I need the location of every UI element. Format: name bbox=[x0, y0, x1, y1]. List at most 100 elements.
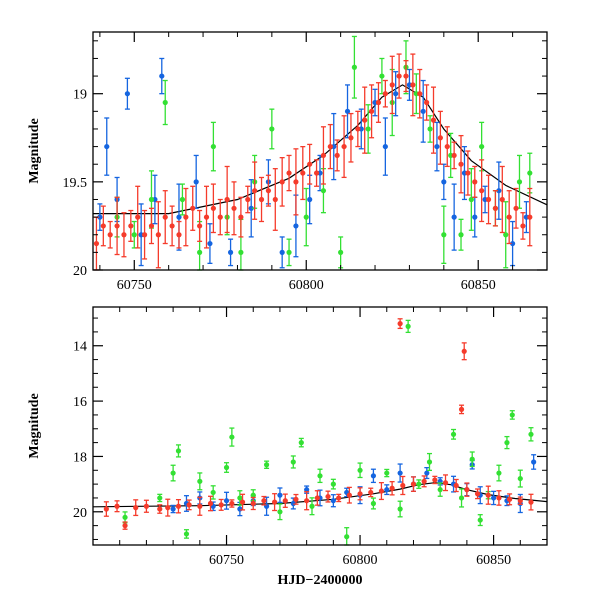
top-series-1-point bbox=[441, 205, 447, 264]
marker bbox=[527, 214, 533, 220]
marker bbox=[210, 489, 216, 496]
marker bbox=[309, 503, 315, 509]
top-series-2-point bbox=[300, 145, 306, 201]
marker bbox=[506, 214, 512, 220]
top-series-1-point bbox=[379, 57, 385, 95]
bottom-series-1-point bbox=[405, 319, 411, 334]
marker bbox=[224, 196, 230, 203]
marker bbox=[286, 170, 292, 176]
top-series-0-point bbox=[104, 117, 110, 176]
bottom-series-1-point bbox=[426, 452, 433, 472]
top-series-2-point bbox=[224, 165, 230, 234]
marker bbox=[382, 91, 388, 97]
marker bbox=[417, 91, 423, 97]
marker bbox=[169, 223, 175, 229]
bottom-series-2-point bbox=[122, 521, 128, 530]
marker bbox=[272, 499, 278, 505]
marker bbox=[362, 117, 368, 123]
marker bbox=[227, 249, 234, 255]
marker bbox=[424, 470, 430, 476]
bottom-series-2-point bbox=[397, 318, 403, 330]
top-series-0-point bbox=[420, 79, 426, 143]
top-series-2-point bbox=[396, 53, 402, 99]
marker bbox=[131, 232, 137, 238]
marker bbox=[245, 196, 251, 203]
top-series-0-point bbox=[248, 179, 254, 238]
bottom-series-2-point bbox=[474, 488, 481, 500]
top-panel: 60750 60800 60850 19 19.5 20 Magnitude bbox=[27, 31, 548, 293]
marker bbox=[341, 143, 347, 150]
top-series-2-point bbox=[362, 86, 368, 154]
bottom-series-2-point bbox=[421, 475, 427, 488]
marker bbox=[183, 531, 190, 537]
marker bbox=[238, 249, 244, 255]
bottom-series-2-point bbox=[378, 481, 385, 501]
bottom-series-1-point bbox=[397, 500, 403, 518]
marker bbox=[93, 240, 100, 247]
bottom-series-1-point bbox=[458, 488, 465, 508]
marker bbox=[293, 179, 299, 185]
top-series-2-point bbox=[135, 185, 141, 249]
marker bbox=[197, 503, 203, 509]
marker bbox=[355, 126, 361, 132]
marker bbox=[400, 482, 406, 489]
marker bbox=[344, 534, 350, 540]
bottom-series-1-point bbox=[183, 529, 190, 539]
marker bbox=[218, 502, 224, 508]
marker bbox=[104, 143, 110, 150]
marker bbox=[351, 64, 357, 70]
top-series-1-point bbox=[269, 108, 275, 150]
bottom-series-2-point bbox=[336, 493, 342, 503]
marker bbox=[442, 480, 449, 486]
marker bbox=[300, 170, 306, 176]
top-x-tick-label: 60850 bbox=[461, 278, 496, 293]
top-series-2-point bbox=[307, 143, 313, 185]
marker bbox=[290, 500, 296, 507]
top-y-tick-label: 20 bbox=[73, 264, 87, 279]
marker bbox=[148, 223, 155, 229]
top-series-2-point bbox=[162, 190, 168, 245]
marker bbox=[237, 506, 243, 512]
marker bbox=[496, 495, 502, 501]
bottom-series-2-point bbox=[272, 493, 278, 512]
bottom-series-2-point bbox=[133, 499, 139, 517]
marker bbox=[441, 232, 447, 238]
bottom-series-0-point bbox=[330, 494, 336, 508]
marker bbox=[357, 467, 363, 473]
marker bbox=[293, 223, 299, 229]
top-series-1-point bbox=[303, 187, 309, 247]
marker bbox=[133, 505, 139, 511]
marker bbox=[485, 492, 491, 498]
top-series-2-point bbox=[348, 112, 354, 163]
marker bbox=[513, 205, 519, 211]
top-x-tick-label: 60750 bbox=[117, 278, 152, 293]
top-series-2-point bbox=[169, 205, 175, 247]
marker bbox=[458, 232, 464, 238]
marker bbox=[382, 143, 388, 150]
marker bbox=[330, 481, 336, 487]
top-model-curve bbox=[93, 84, 548, 215]
bottom-series-1-point bbox=[477, 514, 483, 527]
bottom-series-2-point bbox=[103, 501, 109, 517]
marker bbox=[100, 223, 106, 229]
top-series-2-point bbox=[485, 174, 492, 225]
bottom-series-1-point bbox=[175, 444, 182, 458]
bottom-series-2-point bbox=[496, 490, 502, 506]
marker bbox=[320, 188, 327, 194]
bottom-series-1-point bbox=[309, 497, 315, 516]
top-series-0-point bbox=[279, 236, 285, 269]
bottom-series-2-point bbox=[157, 504, 163, 514]
marker bbox=[504, 440, 510, 446]
marker bbox=[338, 249, 344, 255]
marker bbox=[237, 495, 243, 501]
bottom-series-1-point bbox=[197, 472, 203, 491]
top-series-2-point bbox=[368, 84, 375, 139]
bottom-series-2-point bbox=[461, 342, 467, 361]
marker bbox=[510, 240, 516, 247]
marker bbox=[517, 475, 523, 482]
marker bbox=[421, 478, 427, 484]
bottom-series-2-point bbox=[389, 481, 395, 496]
bottom-series-2-point bbox=[114, 500, 120, 513]
marker bbox=[210, 205, 216, 211]
marker bbox=[344, 108, 351, 114]
